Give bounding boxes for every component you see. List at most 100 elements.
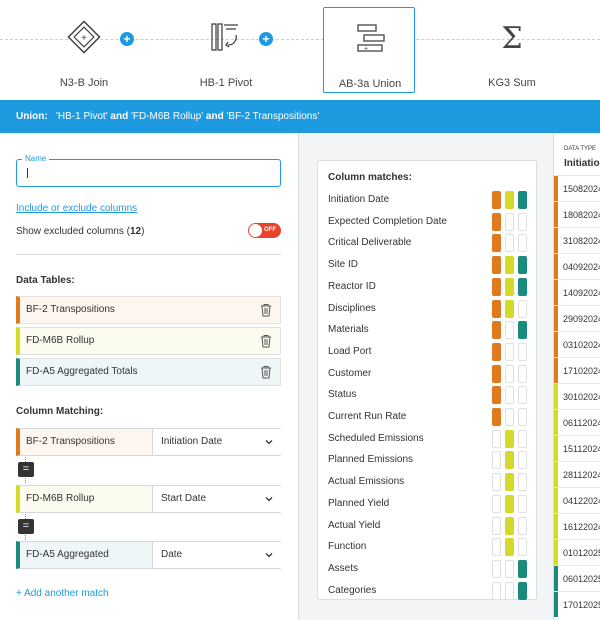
excluded-count: 12 xyxy=(129,226,142,237)
source-color-bar xyxy=(554,358,558,383)
pipeline-node-sum[interactable]: Σ KG3 Sum xyxy=(466,7,558,93)
column-matches-title: Column matches: xyxy=(328,172,412,183)
column-match-name: Function xyxy=(328,541,367,553)
preview-cell-value: 18082024 xyxy=(563,210,600,220)
match-indicator xyxy=(492,277,501,296)
data-table-row[interactable]: BF-2 Transpositions xyxy=(16,296,281,324)
column-match-name: Customer xyxy=(328,367,372,379)
match-indicator xyxy=(518,342,527,361)
connector-dot xyxy=(25,535,26,540)
match-table-name: FD-A5 Aggregated xyxy=(20,542,153,568)
match-indicator xyxy=(492,538,501,557)
source-color-bar xyxy=(554,228,558,253)
left-panel: Name Include or exclude columns Show exc… xyxy=(0,133,298,620)
match-column-select[interactable]: Start Date xyxy=(153,486,281,512)
preview-cell: 04122024 xyxy=(554,487,600,513)
source-color-bar xyxy=(554,306,558,331)
add-node-button[interactable]: + xyxy=(120,32,134,46)
preview-cell-value: 14092024 xyxy=(563,288,600,298)
match-indicator xyxy=(505,429,514,448)
source-color-bar xyxy=(554,254,558,279)
match-indicator xyxy=(505,538,514,557)
data-table-row[interactable]: FD-A5 Aggregated Totals xyxy=(16,358,281,386)
match-indicator xyxy=(505,342,514,361)
show-excluded-toggle[interactable]: OFF xyxy=(248,223,281,238)
column-match-item: Actual Yield xyxy=(328,516,528,535)
node-label: HB-1 Pivot xyxy=(199,77,253,89)
column-match-name: Assets xyxy=(328,562,359,574)
match-indicator xyxy=(505,408,514,426)
pipeline-node-join[interactable]: + N3-B Join xyxy=(38,7,130,93)
match-indicator xyxy=(518,212,527,231)
match-indicator xyxy=(518,364,527,383)
preview-column-header: Initiation Date xyxy=(564,158,600,169)
match-indicator xyxy=(492,386,501,405)
pivot-icon xyxy=(211,23,238,51)
data-table-row[interactable]: FD-M6B Rollup xyxy=(16,327,281,355)
preview-cell: 28112024 xyxy=(554,461,600,487)
match-indicator xyxy=(518,451,527,470)
column-match-item: Reactor ID xyxy=(328,277,528,296)
toggle-label: OFF xyxy=(264,227,276,233)
match-indicator xyxy=(505,321,514,340)
match-column-select[interactable]: Date xyxy=(153,542,281,568)
match-indicator xyxy=(518,494,527,513)
match-indicator xyxy=(492,191,501,209)
trash-icon[interactable] xyxy=(260,303,272,317)
preview-cell-value: 31082024 xyxy=(563,236,600,246)
match-indicator xyxy=(492,581,501,600)
source-color-bar xyxy=(554,384,558,409)
pipeline-node-union[interactable]: + AB-3a Union xyxy=(323,7,415,93)
match-indicator xyxy=(492,429,501,448)
preview-cell: 01012025 xyxy=(554,539,600,565)
svg-text:Σ: Σ xyxy=(501,21,522,56)
preview-cell-value: 01012025 xyxy=(563,548,600,558)
match-indicator xyxy=(505,581,514,600)
match-indicator xyxy=(518,538,527,557)
match-indicator xyxy=(518,408,527,426)
match-indicator xyxy=(518,429,527,448)
union-and: and xyxy=(110,111,129,122)
column-matches-card: Column matches: Initiation Date Expected … xyxy=(317,160,537,600)
match-indicator xyxy=(505,451,514,470)
include-exclude-link[interactable]: Include or exclude columns xyxy=(16,203,138,214)
trash-icon[interactable] xyxy=(260,334,272,348)
add-node-button[interactable]: + xyxy=(259,32,273,46)
match-column-select[interactable]: Initiation Date xyxy=(153,429,281,455)
match-indicator xyxy=(505,212,514,231)
pipeline-node-pivot[interactable]: HB-1 Pivot xyxy=(180,7,272,93)
pipeline-connector xyxy=(0,39,600,40)
column-match-name: Critical Deliverable xyxy=(328,237,412,249)
svg-text:+: + xyxy=(81,33,87,44)
column-match-row: BF-2 Transpositions Initiation Date xyxy=(16,428,281,456)
column-match-item: Customer xyxy=(328,364,528,383)
preview-cell-value: 15112024 xyxy=(563,444,600,454)
preview-cell: 31082024 xyxy=(554,227,600,253)
column-match-name: Initiation Date xyxy=(328,194,390,205)
preview-cell: 29092024 xyxy=(554,305,600,331)
column-match-item: Categories xyxy=(328,581,528,600)
name-input[interactable] xyxy=(16,159,281,187)
connector-dot xyxy=(25,514,26,519)
match-indicator xyxy=(492,473,501,492)
match-indicator xyxy=(492,451,501,470)
match-indicator xyxy=(518,191,527,209)
match-indicator xyxy=(518,234,527,253)
match-indicator xyxy=(492,256,501,275)
preview-cell-value: 15082024 xyxy=(563,184,600,194)
match-indicator xyxy=(492,559,501,578)
match-indicator xyxy=(518,473,527,492)
column-match-name: Planned Yield xyxy=(328,497,390,509)
trash-icon[interactable] xyxy=(260,365,272,379)
source-color-bar xyxy=(554,488,558,513)
add-match-link[interactable]: + Add another match xyxy=(16,588,109,599)
column-match-name: Categories xyxy=(328,584,377,596)
column-match-name: Actual Yield xyxy=(328,519,381,531)
column-match-name: Reactor ID xyxy=(328,280,376,292)
column-match-name: Materials xyxy=(328,324,369,336)
match-indicator xyxy=(492,364,501,383)
column-match-name: Disciplines xyxy=(328,302,376,314)
match-indicator xyxy=(492,494,501,513)
preview-cell-value: 17102024 xyxy=(563,366,600,376)
sum-icon: Σ xyxy=(501,21,522,56)
